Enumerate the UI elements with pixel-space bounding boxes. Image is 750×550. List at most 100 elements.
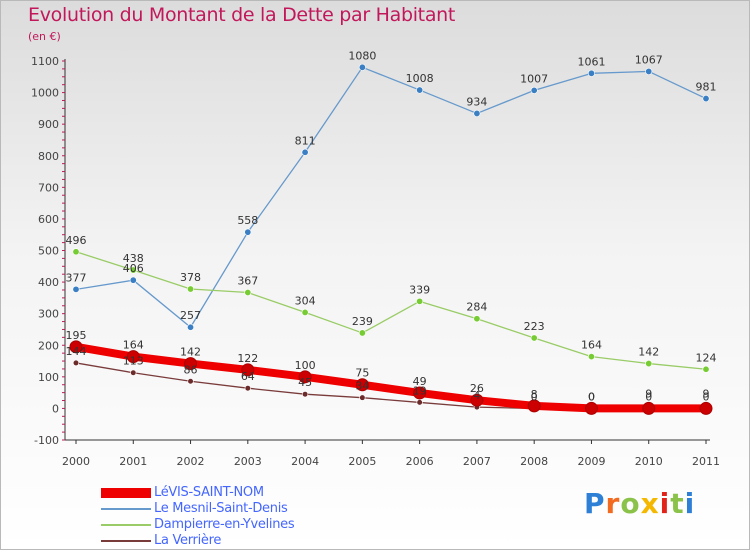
series-point-1 bbox=[129, 276, 137, 284]
y-tick-label: 0 bbox=[52, 402, 59, 415]
data-label: 367 bbox=[237, 275, 258, 288]
series-point-2 bbox=[187, 285, 195, 293]
series-point-0 bbox=[413, 386, 427, 400]
data-label: 144 bbox=[66, 345, 87, 358]
y-tick-label: 200 bbox=[38, 339, 59, 352]
brand-letter: P bbox=[584, 487, 606, 520]
series-point-0 bbox=[584, 401, 598, 415]
data-label: 257 bbox=[180, 309, 201, 322]
series-point-0 bbox=[298, 370, 312, 384]
series-point-1 bbox=[358, 63, 366, 71]
brand-letter: r bbox=[605, 487, 621, 520]
data-label: 1007 bbox=[520, 72, 548, 85]
series-point-3 bbox=[244, 385, 251, 392]
series-point-2 bbox=[244, 289, 252, 297]
series-point-0 bbox=[642, 401, 656, 415]
series-point-3 bbox=[130, 369, 137, 376]
data-label: 26 bbox=[470, 382, 484, 395]
legend-label: La Verrière bbox=[154, 533, 222, 548]
series-point-1 bbox=[72, 285, 80, 293]
series-point-3 bbox=[359, 394, 366, 401]
data-label: 34 bbox=[355, 380, 369, 393]
legend-label: Dampierre-en-Yvelines bbox=[154, 517, 295, 532]
data-label: 45 bbox=[298, 376, 312, 389]
chart-title: Evolution du Montant de la Dette par Hab… bbox=[28, 4, 456, 26]
data-label: 223 bbox=[524, 320, 545, 333]
legend: LéVIS-SAINT-NOM Le Mesnil-Saint-Denis Damp… bbox=[101, 485, 361, 549]
data-label: 19 bbox=[413, 384, 427, 397]
data-label: 239 bbox=[352, 315, 373, 328]
x-tick-label: 2006 bbox=[406, 455, 434, 468]
series-point-2 bbox=[645, 360, 653, 368]
data-label: 1080 bbox=[348, 49, 376, 62]
series-point-0 bbox=[184, 357, 198, 371]
data-label: 438 bbox=[123, 252, 144, 265]
series-point-0 bbox=[126, 350, 140, 364]
y-tick-label: 500 bbox=[38, 245, 59, 258]
data-label: 406 bbox=[123, 262, 144, 275]
series-point-2 bbox=[587, 353, 595, 361]
data-label: 0 bbox=[588, 390, 595, 403]
x-tick-label: 2001 bbox=[119, 455, 147, 468]
legend-swatch bbox=[101, 524, 151, 526]
chart-subtitle: (en €) bbox=[28, 30, 61, 43]
y-tick-label: 1000 bbox=[31, 87, 59, 100]
data-label: 377 bbox=[66, 271, 87, 284]
data-label: 0 bbox=[588, 390, 595, 403]
data-label: 86 bbox=[184, 363, 198, 376]
data-label: 113 bbox=[123, 355, 144, 368]
series-point-2 bbox=[702, 365, 710, 373]
data-label: 4 bbox=[473, 389, 480, 402]
data-label: 1061 bbox=[577, 55, 605, 68]
data-label: 100 bbox=[295, 359, 316, 372]
x-tick-label: 2007 bbox=[463, 455, 491, 468]
data-label: 496 bbox=[66, 234, 87, 247]
series-point-1 bbox=[416, 86, 424, 94]
x-tick-label: 2002 bbox=[177, 455, 205, 468]
data-label: 122 bbox=[237, 352, 258, 365]
data-label: 558 bbox=[237, 214, 258, 227]
data-label: 378 bbox=[180, 271, 201, 284]
x-tick-label: 2000 bbox=[62, 455, 90, 468]
data-label: 304 bbox=[295, 294, 316, 307]
data-label: 0 bbox=[645, 390, 652, 403]
series-point-2 bbox=[358, 329, 366, 337]
y-tick-label: 800 bbox=[38, 150, 59, 163]
data-label: 49 bbox=[413, 375, 427, 388]
series-line-0 bbox=[72, 342, 710, 413]
y-tick-label: 400 bbox=[38, 276, 59, 289]
series-point-0 bbox=[699, 401, 713, 415]
x-tick-label: 2011 bbox=[692, 455, 720, 468]
legend-swatch bbox=[101, 540, 151, 542]
y-tick-label: 300 bbox=[38, 308, 59, 321]
series-point-1 bbox=[187, 323, 195, 331]
y-tick-label: 1100 bbox=[31, 55, 59, 68]
legend-label: LéVIS-SAINT-NOM bbox=[154, 485, 264, 500]
series-point-2 bbox=[301, 308, 309, 316]
x-tick-label: 2010 bbox=[635, 455, 663, 468]
series-point-1 bbox=[645, 67, 653, 75]
series-point-1 bbox=[587, 69, 595, 77]
data-label: 9 bbox=[703, 388, 710, 401]
series-point-0 bbox=[470, 393, 484, 407]
series-line-2 bbox=[75, 251, 707, 370]
series-point-0 bbox=[241, 363, 255, 377]
series-point-1 bbox=[244, 228, 252, 236]
series-point-2 bbox=[416, 297, 424, 305]
x-tick-label: 2009 bbox=[577, 455, 605, 468]
brand-letter: o bbox=[620, 487, 641, 520]
data-label: 164 bbox=[123, 339, 144, 352]
legend-item: Le Mesnil-Saint-Denis bbox=[101, 501, 361, 517]
series-point-2 bbox=[72, 248, 80, 256]
series-point-0 bbox=[355, 378, 369, 392]
x-tick-label: 2008 bbox=[520, 455, 548, 468]
series-point-2 bbox=[473, 315, 481, 323]
data-label: 981 bbox=[696, 81, 717, 94]
series-point-3 bbox=[416, 399, 423, 406]
data-label: 1008 bbox=[406, 72, 434, 85]
brand-letter: t bbox=[670, 487, 685, 520]
data-label: 195 bbox=[66, 329, 87, 342]
data-label: 164 bbox=[581, 339, 602, 352]
brand-letter: x bbox=[640, 487, 660, 520]
